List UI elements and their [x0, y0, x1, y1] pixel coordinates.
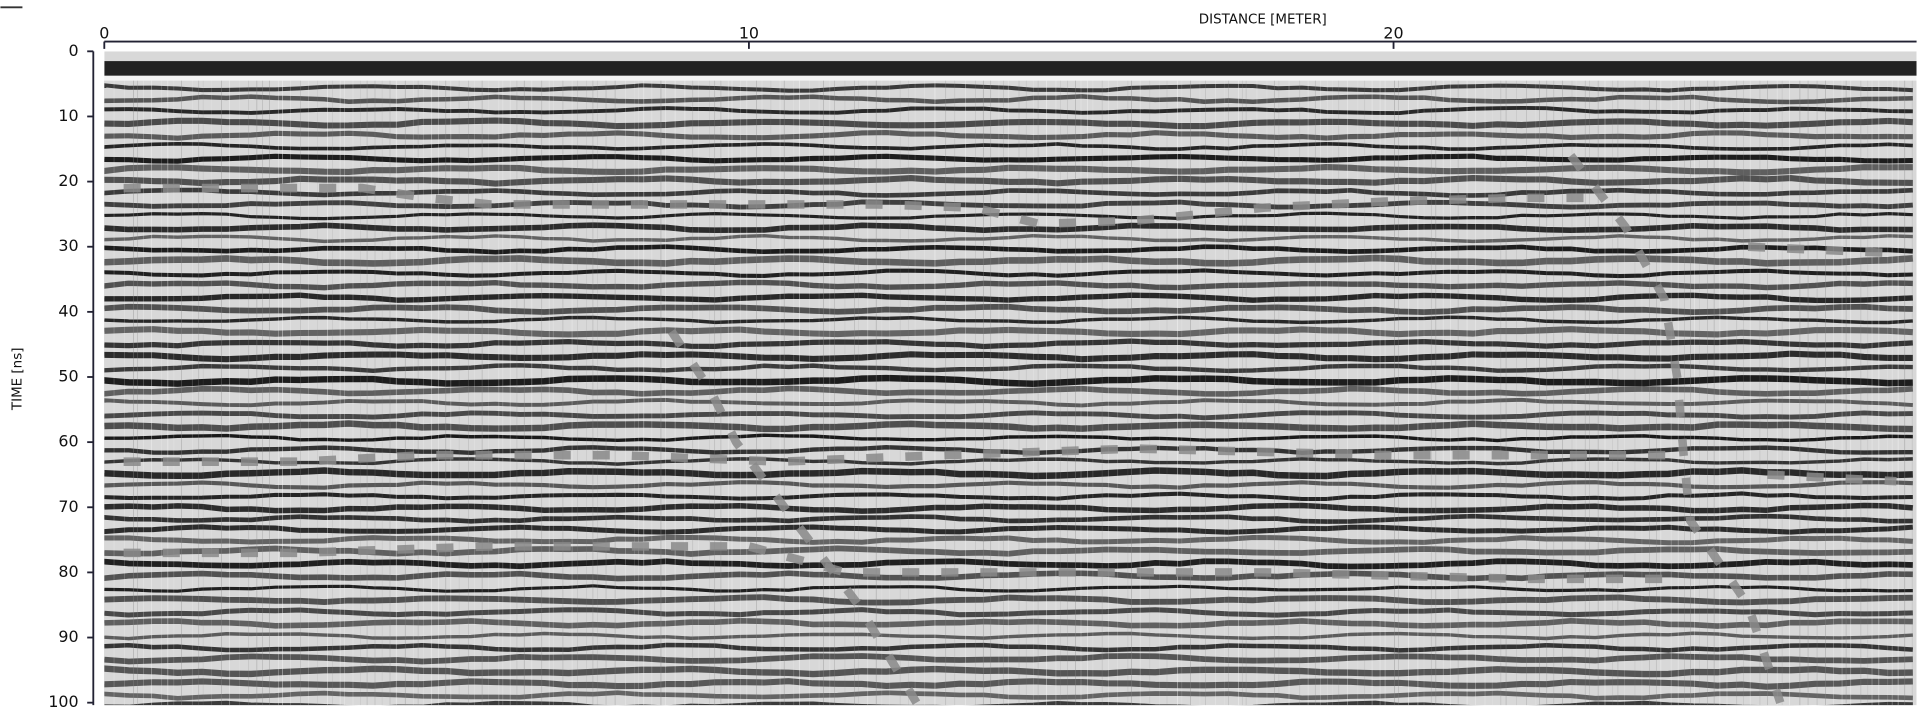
x-tick-label: 10 — [739, 24, 759, 43]
y-tick-label: 70 — [58, 497, 78, 516]
y-tick-label: 100 — [48, 692, 78, 710]
y-tick-label: 0 — [69, 41, 79, 60]
y-tick-label: 20 — [58, 171, 78, 190]
y-tick-label: 40 — [58, 301, 78, 320]
y-tick-label: 80 — [58, 562, 78, 581]
direct-wave — [104, 61, 1916, 76]
y-tick-label: 30 — [58, 236, 78, 255]
radargram-image — [104, 51, 1916, 710]
x-tick-label: 20 — [1383, 24, 1403, 43]
y-tick-label: 50 — [58, 366, 78, 385]
y-tick-label: 60 — [58, 432, 78, 451]
chart: DISTANCE [METER] TIME [ns] 0 10 20 30 40 50 60… — [0, 0, 1917, 710]
y-tick-label: 90 — [58, 627, 78, 646]
y-tick-label: 10 — [58, 106, 78, 125]
x-axis-title: DISTANCE [METER] — [1199, 13, 1327, 28]
direct-wave-light — [104, 76, 1916, 81]
y-axis-title: TIME [ns] — [11, 348, 26, 412]
x-tick-label: 0 — [99, 24, 109, 43]
